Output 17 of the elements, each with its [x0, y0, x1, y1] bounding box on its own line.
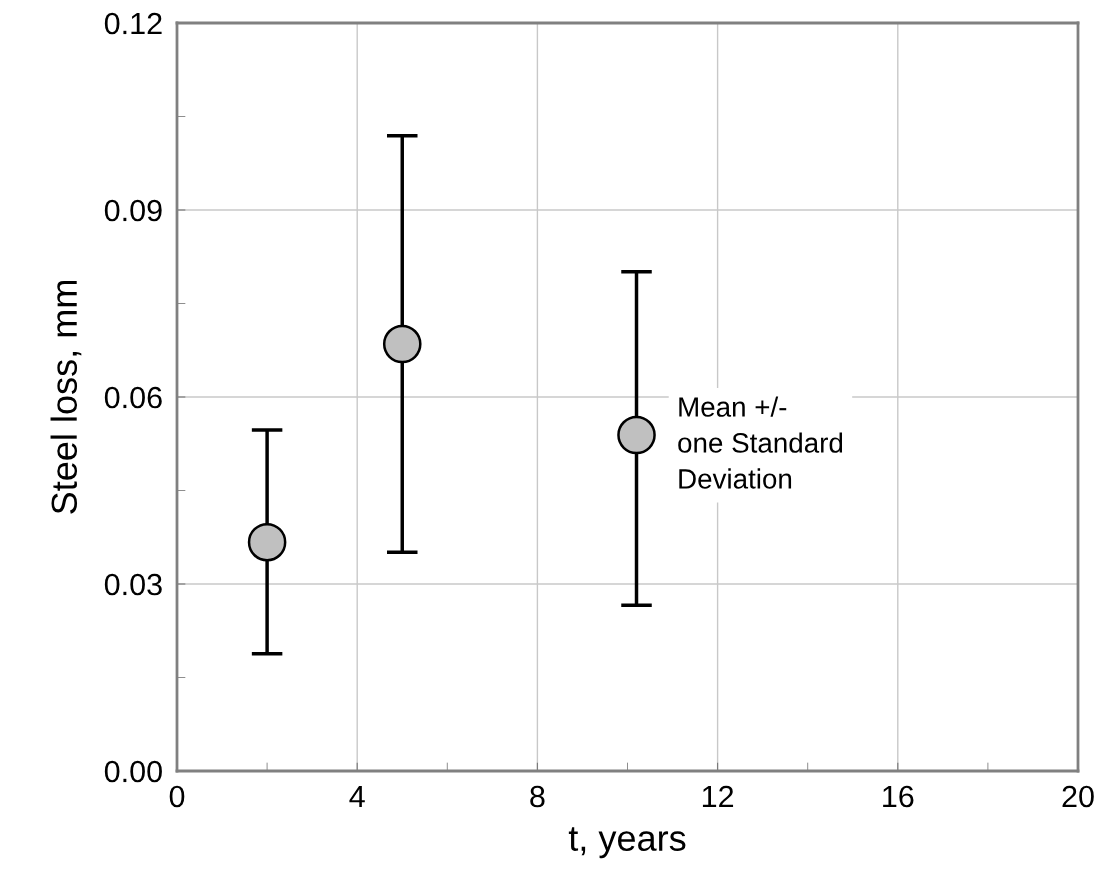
x-tick-label: 12: [702, 785, 734, 808]
x-tick-label: 0: [169, 785, 185, 808]
point: [247, 522, 287, 562]
point: [617, 415, 656, 455]
x-axis-title: t, years: [568, 827, 686, 859]
y-tick-label: 0.09: [104, 199, 162, 222]
x-tick-label: 4: [349, 786, 365, 808]
y-tick-label: 0.06: [104, 386, 162, 409]
x-tick-label: 16: [883, 785, 914, 808]
y-tick-label: 0.03: [104, 573, 162, 596]
x-tick-label: 8: [530, 785, 545, 808]
y-axis-title: Steel loss, mm: [50, 280, 82, 514]
annotation: Mean +/- one Standard Deviation: [678, 396, 843, 489]
x-tick-label: 20: [1062, 785, 1094, 808]
y-tick-label: 0.12: [104, 12, 162, 35]
y-tick-label: 0.00: [104, 760, 162, 783]
point: [382, 324, 422, 364]
